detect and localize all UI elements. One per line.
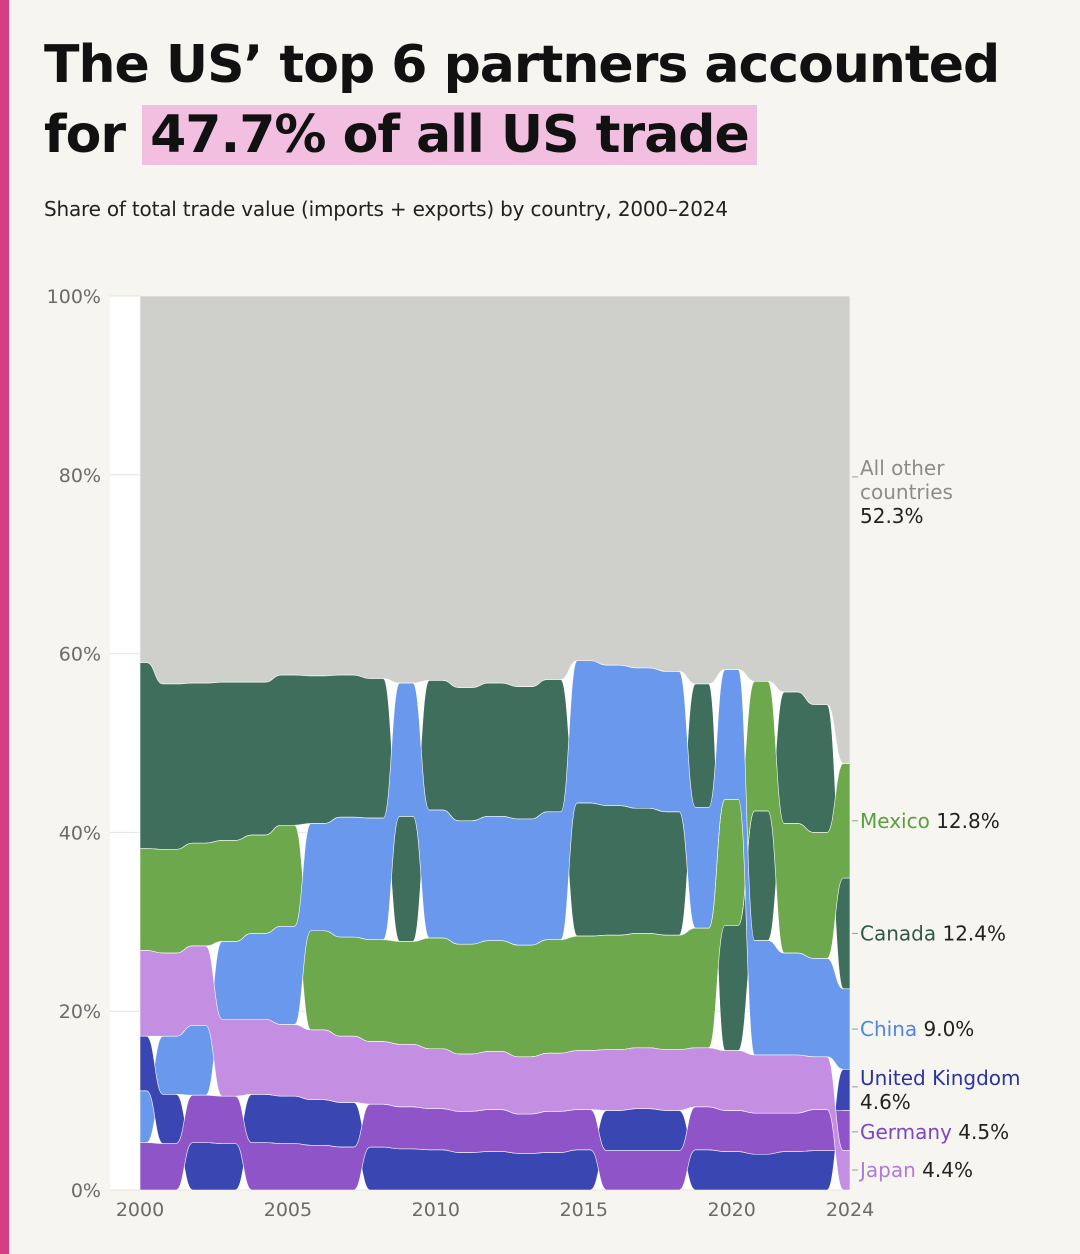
title-line-2-prefix: for	[44, 105, 126, 165]
y-tick-label: 60%	[59, 644, 101, 666]
y-tick-label: 40%	[59, 822, 101, 844]
x-tick-label: 2015	[560, 1199, 608, 1221]
series-label-united-kingdom: United Kingdom	[860, 1066, 1021, 1090]
x-tick-label: 2024	[826, 1199, 874, 1221]
series-value-mexico: 12.8%	[930, 809, 1000, 833]
chart-subtitle: Share of total trade value (imports + ex…	[44, 197, 728, 221]
series-value-japan: 4.4%	[916, 1158, 973, 1182]
series-label-all-other-countries: All other	[860, 456, 945, 480]
x-tick-label: 2020	[707, 1199, 755, 1221]
series-value-canada: 12.4%	[936, 921, 1006, 945]
title-line-1: The US’ top 6 partners accounted	[44, 35, 1000, 95]
series-value-united-kingdom: 4.6%	[860, 1090, 911, 1114]
chart-title: The US’ top 6 partners accounted for 47.…	[44, 30, 1000, 170]
y-tick-label: 80%	[59, 465, 101, 487]
series-value-all-other-countries: 52.3%	[860, 504, 924, 528]
series-label-japan: Japan 4.4%	[858, 1158, 973, 1182]
series-value-germany: 4.5%	[952, 1120, 1009, 1144]
y-tick-label: 100%	[47, 286, 101, 308]
y-tick-label: 0%	[71, 1180, 101, 1202]
y-tick-label: 20%	[59, 1001, 101, 1023]
area-china	[139, 660, 851, 1143]
title-highlight: 47.7% of all US trade	[142, 105, 757, 165]
area-japan	[139, 945, 851, 1191]
accent-bar	[0, 0, 9, 1254]
series-label-canada: Canada 12.4%	[860, 921, 1006, 945]
x-tick-label: 2000	[116, 1199, 164, 1221]
series-label-mexico: Mexico 12.8%	[860, 809, 1000, 833]
series-label-china: China 9.0%	[860, 1017, 974, 1041]
series-label-all-other-countries: countries	[860, 480, 953, 504]
x-tick-label: 2005	[264, 1199, 312, 1221]
x-tick-label: 2010	[412, 1199, 460, 1221]
series-label-germany: Germany 4.5%	[860, 1120, 1009, 1144]
series-value-china: 9.0%	[917, 1017, 974, 1041]
